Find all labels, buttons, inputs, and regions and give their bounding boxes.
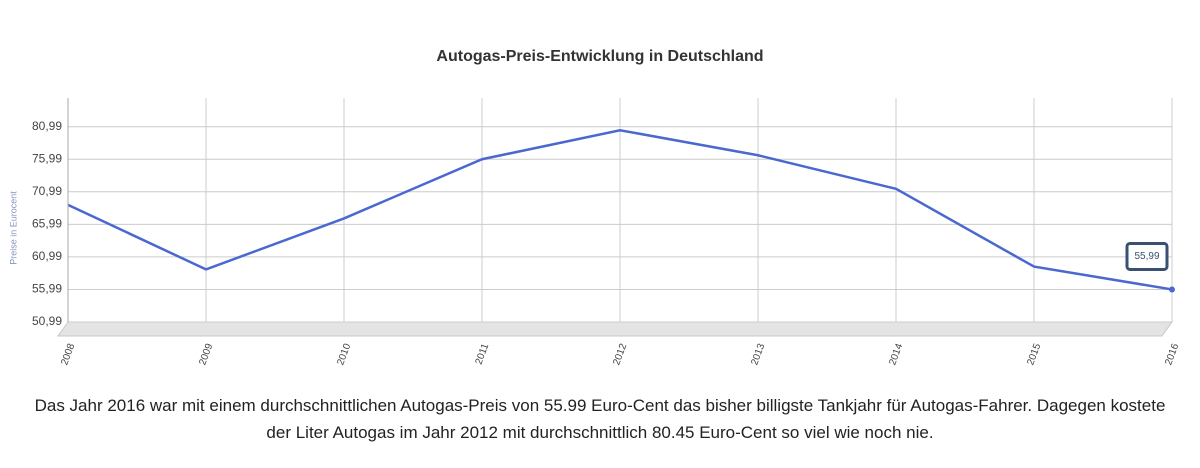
x-tick-label: 2015 xyxy=(1025,342,1043,367)
x-tick-label: 2012 xyxy=(611,342,629,367)
x-tick-label: 2014 xyxy=(887,342,905,367)
chart-title: Autogas-Preis-Entwicklung in Deutschland xyxy=(436,48,763,65)
data-line xyxy=(67,128,1173,291)
chart-floor xyxy=(57,321,1173,337)
description: Das Jahr 2016 war mit einem durchschnitt… xyxy=(34,396,1166,442)
y-tick-label: 80,99 xyxy=(32,119,62,133)
data-point xyxy=(1169,286,1175,293)
value-label: 55,99 xyxy=(1134,251,1159,262)
x-tick-label: 2010 xyxy=(335,342,353,367)
y-tick-label: 70,99 xyxy=(32,184,62,198)
y-axis-label: Preise in Eurocent xyxy=(8,191,18,265)
x-tick-label: 2008 xyxy=(59,342,77,367)
x-tick-label: 2013 xyxy=(749,342,767,367)
y-tick-label: 60,99 xyxy=(32,249,62,263)
y-tick-label: 50,99 xyxy=(32,314,62,328)
chart: Autogas-Preis-Entwicklung in Deutschland… xyxy=(8,48,1181,367)
x-tick-label: 2016 xyxy=(1163,342,1181,367)
y-tick-label: 55,99 xyxy=(32,282,62,296)
tooltip-box xyxy=(1125,241,1169,271)
y-tick-label: 65,99 xyxy=(32,217,62,231)
x-tick-label: 2011 xyxy=(474,342,492,366)
x-tick-label: 2009 xyxy=(197,342,215,367)
y-tick-label: 75,99 xyxy=(32,151,62,165)
